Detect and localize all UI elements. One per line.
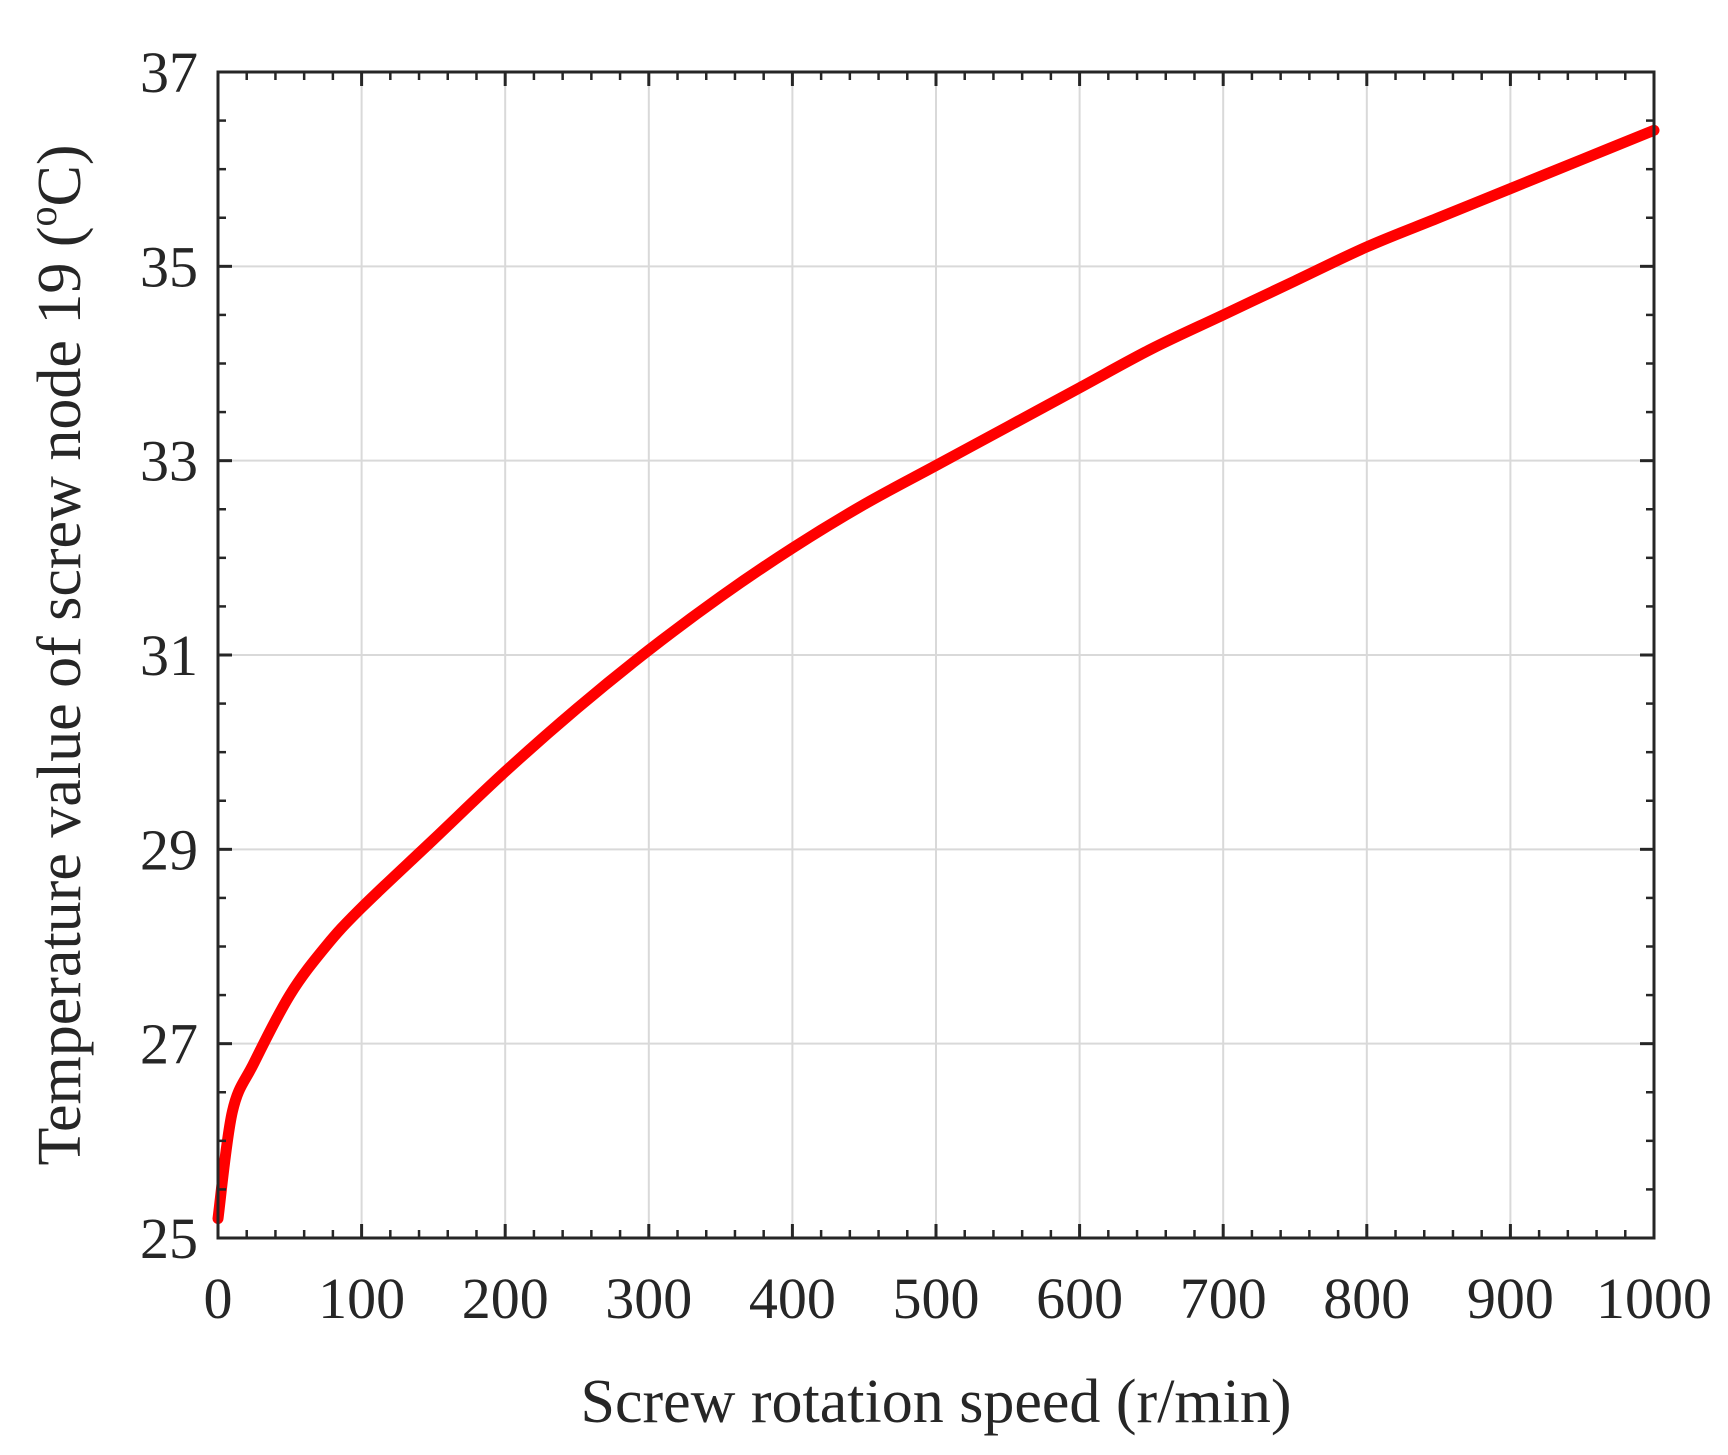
x-tick-label: 500 xyxy=(893,1266,980,1331)
y-tick-label: 33 xyxy=(140,429,198,494)
x-tick-label: 900 xyxy=(1467,1266,1554,1331)
x-tick-label: 1000 xyxy=(1596,1266,1712,1331)
x-tick-label: 100 xyxy=(318,1266,405,1331)
x-axis-label: Screw rotation speed (r/min) xyxy=(580,1368,1291,1436)
y-axis-label-unit: C) xyxy=(26,144,94,206)
y-tick-label: 27 xyxy=(140,1012,198,1077)
x-tick-label: 700 xyxy=(1180,1266,1267,1331)
series-line-0 xyxy=(212,124,1660,1225)
y-tick-label: 29 xyxy=(140,817,198,882)
series-layer xyxy=(212,124,1660,1225)
y-tick-labels: 25 27 29 31 33 35 37 xyxy=(140,40,198,1271)
y-tick-label: 31 xyxy=(140,623,198,688)
y-tick-label: 37 xyxy=(140,40,198,105)
x-tick-label: 200 xyxy=(462,1266,549,1331)
x-tick-label: 300 xyxy=(605,1266,692,1331)
y-axis-label-degree-superscript: o xyxy=(20,206,65,226)
y-axis-label: Temperature value of screw node 19 (oC) xyxy=(20,144,94,1165)
x-tick-label: 400 xyxy=(749,1266,836,1331)
x-tick-label: 600 xyxy=(1036,1266,1123,1331)
y-tick-label: 35 xyxy=(140,234,198,299)
y-tick-label: 25 xyxy=(140,1206,198,1271)
tick-marks xyxy=(216,70,1656,1240)
x-tick-label: 800 xyxy=(1323,1266,1410,1331)
x-tick-labels: 0 100 200 300 400 500 600 700 800 900 1000 xyxy=(204,1266,1713,1331)
y-axis-label-main: Temperature value of screw node 19 ( xyxy=(26,226,94,1165)
x-tick-label: 0 xyxy=(204,1266,233,1331)
